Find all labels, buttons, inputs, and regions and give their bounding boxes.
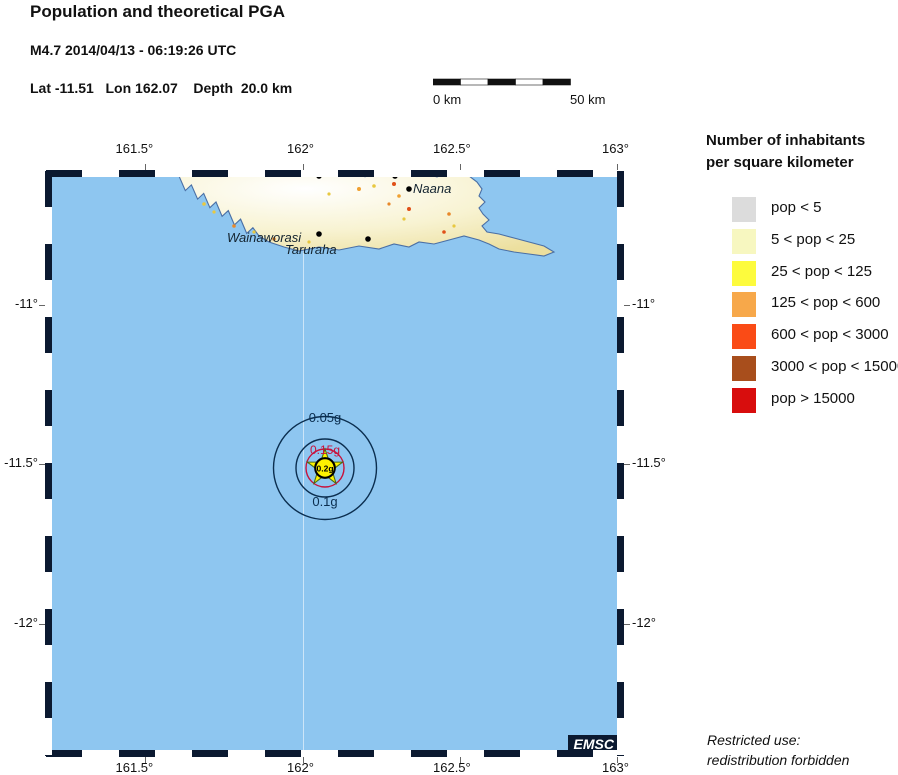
svg-text:Naana: Naana [413,181,451,196]
svg-text:0.1g: 0.1g [312,494,337,509]
svg-text:0.15g: 0.15g [310,443,340,457]
svg-text:0.05g: 0.05g [309,410,342,425]
svg-text:Taruraha: Taruraha [285,242,337,257]
svg-text:0.2g: 0.2g [316,464,333,474]
